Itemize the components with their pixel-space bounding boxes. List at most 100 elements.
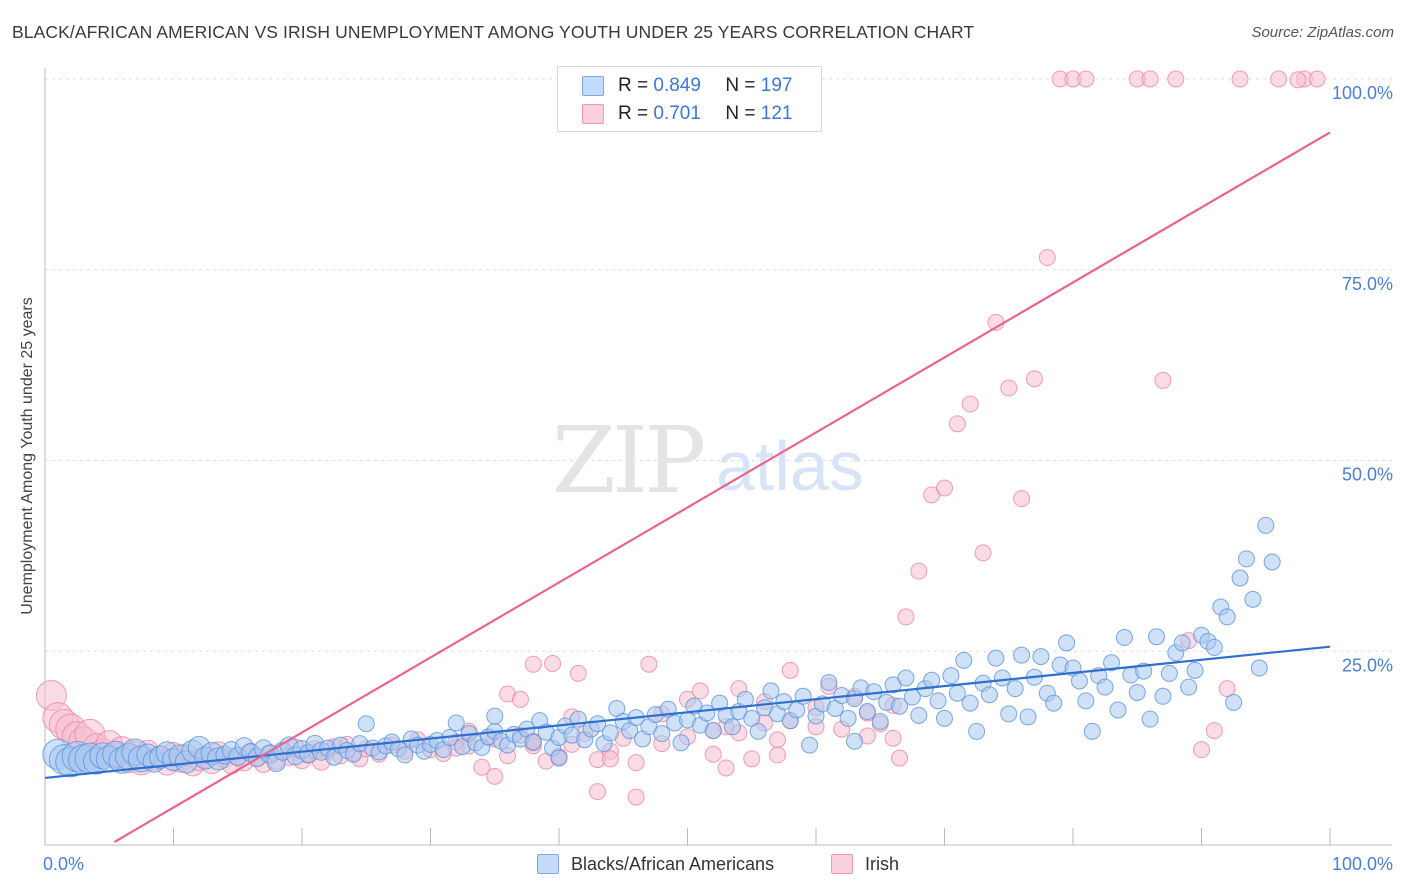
irish-point	[627, 754, 645, 772]
irish-point	[717, 759, 735, 777]
black-point	[891, 697, 909, 715]
black-point	[1141, 710, 1159, 728]
black-point	[589, 715, 607, 733]
irish-point	[781, 661, 799, 679]
irish-point	[691, 682, 709, 700]
black-point	[550, 749, 568, 767]
irish-point	[948, 415, 966, 433]
irish-point	[1013, 490, 1031, 508]
irish-point	[511, 690, 529, 708]
watermark: ZIP atlas	[552, 407, 864, 514]
bottom-legend-irish: Irish	[831, 852, 899, 876]
x-tick-label-min: 0.0%	[43, 854, 84, 874]
legend-n-label: N =	[725, 103, 756, 124]
black-point	[1205, 638, 1223, 656]
black-point	[1237, 550, 1255, 568]
bottom-legend-label-black: Blacks/African Americans	[571, 853, 775, 874]
watermark-zip: ZIP	[552, 407, 703, 514]
black-point	[1013, 646, 1031, 664]
black-point	[1244, 590, 1262, 608]
black-point	[1000, 705, 1018, 723]
black-point	[955, 651, 973, 669]
irish-point	[704, 745, 722, 763]
black-point	[601, 724, 619, 742]
irish-point	[961, 395, 979, 413]
irish-point	[1218, 680, 1236, 698]
black-point	[1032, 648, 1050, 666]
grid-lines	[45, 78, 1392, 652]
irish-point	[589, 783, 607, 801]
chart-source: Source: ZipAtlas.com	[1251, 24, 1394, 41]
irish-point	[884, 729, 902, 747]
black-point	[447, 714, 465, 732]
irish-point	[1077, 70, 1095, 88]
black-point	[1109, 701, 1127, 719]
legend-row-irish: R = 0.701 N = 121	[582, 102, 792, 126]
black-point	[1148, 628, 1166, 646]
irish-point	[897, 608, 915, 626]
black-point	[910, 706, 928, 724]
black-point	[723, 718, 741, 736]
irish-point	[1270, 70, 1288, 88]
watermark-atlas: atlas	[716, 427, 864, 505]
black-point	[936, 709, 953, 727]
x-tick-label-max: 100.0%	[1332, 854, 1393, 874]
black-point	[968, 722, 986, 740]
trend-lines	[44, 131, 1331, 843]
y-tick-label: 50.0%	[1342, 465, 1393, 485]
black-point	[1103, 654, 1121, 672]
irish-point	[601, 750, 619, 768]
irish-point	[1193, 741, 1210, 759]
black-point	[672, 734, 690, 752]
legend-n-value-irish: 121	[760, 103, 793, 124]
irish-point	[1231, 70, 1249, 88]
legend-row-black: R = 0.849 N = 197	[582, 74, 792, 98]
black-point	[1096, 678, 1114, 696]
tick-labels: 25.0% 50.0% 75.0% 100.0% 0.0% 100.0%	[43, 83, 1393, 874]
irish-point	[1025, 370, 1043, 388]
black-point	[1077, 692, 1095, 710]
black-point	[1180, 678, 1198, 696]
irish-point	[768, 746, 786, 764]
black-point	[993, 669, 1011, 687]
bottom-legend-label-irish: Irish	[865, 853, 900, 874]
irish-point	[473, 758, 491, 776]
black-point	[858, 703, 876, 721]
irish-point	[1154, 371, 1172, 389]
irish-point	[627, 788, 645, 806]
black-point	[1218, 608, 1236, 626]
irish-point	[524, 655, 542, 673]
correlation-legend: R = 0.849 N = 197 R = 0.701 N = 121	[557, 66, 822, 132]
chart-title: BLACK/AFRICAN AMERICAN VS IRISH UNEMPLOY…	[12, 22, 975, 42]
legend-r-label: R =	[618, 75, 649, 96]
y-axis-label: Unemployment Among Youth under 25 years	[19, 297, 36, 615]
legend-n-value-black: 197	[760, 75, 793, 96]
black-point	[839, 709, 857, 727]
black-point	[871, 712, 889, 730]
black-point	[762, 682, 780, 700]
y-tick-label: 75.0%	[1342, 274, 1393, 294]
black-point	[1263, 553, 1281, 571]
legend-swatch-irish	[582, 104, 604, 124]
irish-point	[768, 731, 786, 749]
black-point	[1115, 629, 1133, 647]
black-point	[1070, 672, 1088, 690]
bottom-legend-swatch-black	[537, 854, 559, 874]
black-point	[929, 692, 947, 710]
irish-point	[569, 664, 587, 682]
black-point	[1006, 680, 1024, 698]
black-point	[1257, 516, 1275, 534]
irish-point	[1038, 249, 1056, 267]
y-tick-label: 25.0%	[1342, 655, 1393, 675]
black-point	[1231, 569, 1249, 587]
irish-point	[743, 750, 761, 768]
irish-point	[1000, 379, 1018, 397]
black-point	[1250, 659, 1268, 677]
irish-point	[1205, 722, 1223, 740]
black-point	[357, 715, 375, 733]
black-point	[987, 649, 1005, 667]
black-point	[1058, 634, 1076, 652]
legend-r-label: R =	[618, 103, 649, 124]
black-point	[980, 686, 998, 704]
black-point	[653, 725, 671, 743]
